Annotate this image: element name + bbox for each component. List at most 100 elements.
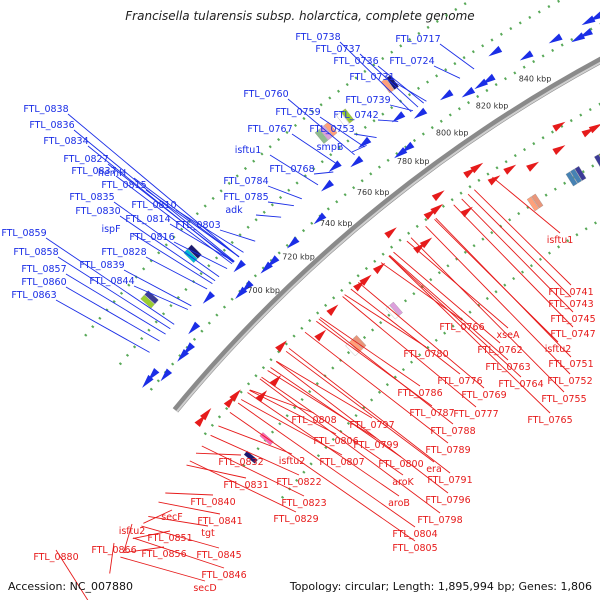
reverse-leader-line bbox=[143, 509, 173, 524]
reverse-gene-arrow bbox=[431, 190, 445, 202]
cog-block bbox=[140, 294, 155, 309]
reverse-gene-label: FTL_0763 bbox=[485, 362, 530, 373]
cog-block bbox=[187, 244, 202, 259]
reverse-leader-line bbox=[267, 370, 377, 439]
forward-gene-arrow bbox=[267, 255, 280, 268]
reverse-gene-arrow bbox=[229, 389, 241, 402]
reverse-leader-line bbox=[393, 251, 501, 344]
reverse-gene-label: FTL_0787 bbox=[409, 408, 454, 419]
reverse-gene-arrow bbox=[200, 408, 212, 421]
forward-gene-arrow bbox=[188, 321, 201, 335]
reverse-leader-line bbox=[123, 523, 133, 553]
reverse-gene-label: FTL_0762 bbox=[477, 345, 522, 356]
reverse-gene-arrow bbox=[430, 203, 444, 215]
reverse-gene-label: FTL_0823 bbox=[281, 498, 326, 509]
forward-leader-line bbox=[291, 133, 341, 167]
reverse-gene-label: FTL_0741 bbox=[548, 287, 593, 298]
forward-gene-arrow bbox=[548, 33, 563, 44]
reverse-gene-arrow bbox=[314, 329, 327, 342]
forward-leader-line bbox=[313, 171, 334, 175]
forward-gene-label: FTL_0810 bbox=[131, 200, 176, 211]
forward-gene-label: FTL_0731 bbox=[349, 72, 394, 83]
forward-gene-label: FTL_0814 bbox=[125, 214, 170, 225]
reverse-gene-label: FTL_0856 bbox=[141, 549, 186, 560]
kbp-tick-label: 740 kbp bbox=[320, 219, 353, 228]
reverse-gene-label: FTL_0880 bbox=[33, 552, 78, 563]
forward-gene-label: hemH bbox=[98, 168, 126, 179]
forward-leader-line bbox=[389, 104, 414, 112]
forward-gene-label: FTL_0759 bbox=[275, 107, 320, 118]
backbone-ring bbox=[172, 56, 600, 413]
map-title: Francisella tularensis subsp. holarctica… bbox=[125, 9, 475, 23]
forward-leader-line bbox=[339, 41, 412, 113]
reverse-gene-label: FTL_0832 bbox=[218, 457, 263, 468]
forward-gene-arrow bbox=[313, 212, 327, 225]
reverse-leader-line bbox=[195, 452, 242, 456]
reverse-gene-arrow bbox=[326, 304, 339, 316]
reverse-gene-label: isftu2 bbox=[279, 456, 306, 467]
reverse-gene-label: isftu2 bbox=[119, 526, 146, 537]
forward-leader-line bbox=[57, 256, 171, 330]
reverse-gene-label: FTL_0831 bbox=[223, 480, 268, 491]
reverse-gene-label: era bbox=[426, 464, 442, 475]
forward-gene-label: FTL_0844 bbox=[89, 276, 134, 287]
forward-gene-arrow bbox=[579, 28, 593, 38]
reverse-leader-line bbox=[141, 525, 220, 549]
reverse-leader-line bbox=[288, 347, 451, 474]
reverse-gene-arrow bbox=[359, 274, 372, 286]
reverse-gene-label: FTL_0822 bbox=[276, 477, 321, 488]
cog-block bbox=[319, 125, 333, 141]
forward-leader-line bbox=[145, 256, 208, 290]
cog-block bbox=[565, 171, 578, 187]
forward-gene-label: smpB bbox=[317, 142, 344, 153]
forward-leader-line bbox=[119, 215, 216, 282]
forward-leader-line bbox=[353, 133, 377, 139]
forward-gene-label: FTL_0738 bbox=[295, 32, 340, 43]
reverse-gene-arrow bbox=[588, 124, 600, 134]
reverse-leader-line bbox=[240, 399, 343, 456]
reverse-gene-label: FTL_0866 bbox=[91, 545, 136, 556]
forward-gene-arrow bbox=[183, 342, 195, 355]
reverse-gene-label: FTL_0851 bbox=[147, 533, 192, 544]
forward-gene-label: FTL_0724 bbox=[389, 56, 434, 67]
reverse-gene-label: FTL_0747 bbox=[550, 329, 595, 340]
reverse-gene-label: FTL_0845 bbox=[196, 550, 241, 561]
reverse-gene-label: isftu2 bbox=[545, 344, 572, 355]
accession-label: Accession: NC_007880 bbox=[8, 580, 134, 593]
reverse-gene-label: FTL_0786 bbox=[397, 388, 442, 399]
forward-leader-line bbox=[255, 214, 282, 218]
cog-block bbox=[243, 450, 258, 464]
reverse-leader-line bbox=[165, 492, 214, 496]
forward-leader-line bbox=[67, 113, 240, 258]
cog-block bbox=[574, 165, 587, 181]
forward-gene-arrow bbox=[328, 160, 342, 172]
forward-leader-line bbox=[145, 189, 240, 258]
reverse-gene-label: aroB bbox=[388, 498, 410, 509]
reverse-gene-label: FTL_0807 bbox=[319, 457, 364, 468]
reverse-leader-line bbox=[304, 331, 449, 444]
forward-leader-line bbox=[123, 269, 192, 307]
reverse-gene-label: FTL_0808 bbox=[291, 415, 336, 426]
forward-leader-line bbox=[133, 285, 189, 310]
forward-leader-line bbox=[433, 65, 461, 79]
reverse-leader-line bbox=[123, 546, 165, 554]
reverse-gene-label: FTL_0800 bbox=[378, 459, 423, 470]
reverse-gene-label: FTL_0764 bbox=[498, 379, 543, 390]
forward-leader-line bbox=[269, 154, 319, 186]
forward-gene-label: FTL_0827 bbox=[63, 154, 108, 165]
forward-leader-line bbox=[113, 201, 220, 278]
reverse-leader-line bbox=[259, 378, 441, 514]
reverse-gene-label: FTL_0799 bbox=[353, 440, 398, 451]
cog-block bbox=[570, 168, 582, 184]
forward-leader-line bbox=[359, 53, 419, 108]
kbp-tick-label: 800 kbp bbox=[436, 129, 469, 138]
reverse-leader-line bbox=[132, 530, 171, 540]
reverse-leader-line bbox=[276, 360, 373, 419]
forward-gene-arrow bbox=[202, 291, 215, 304]
cog-block bbox=[385, 305, 399, 320]
forward-gene-label: FTL_0860 bbox=[21, 277, 66, 288]
forward-gene-arrow bbox=[589, 11, 600, 21]
forward-leader-line bbox=[65, 273, 166, 335]
kbp-tick-label: 780 kbp bbox=[397, 157, 430, 166]
